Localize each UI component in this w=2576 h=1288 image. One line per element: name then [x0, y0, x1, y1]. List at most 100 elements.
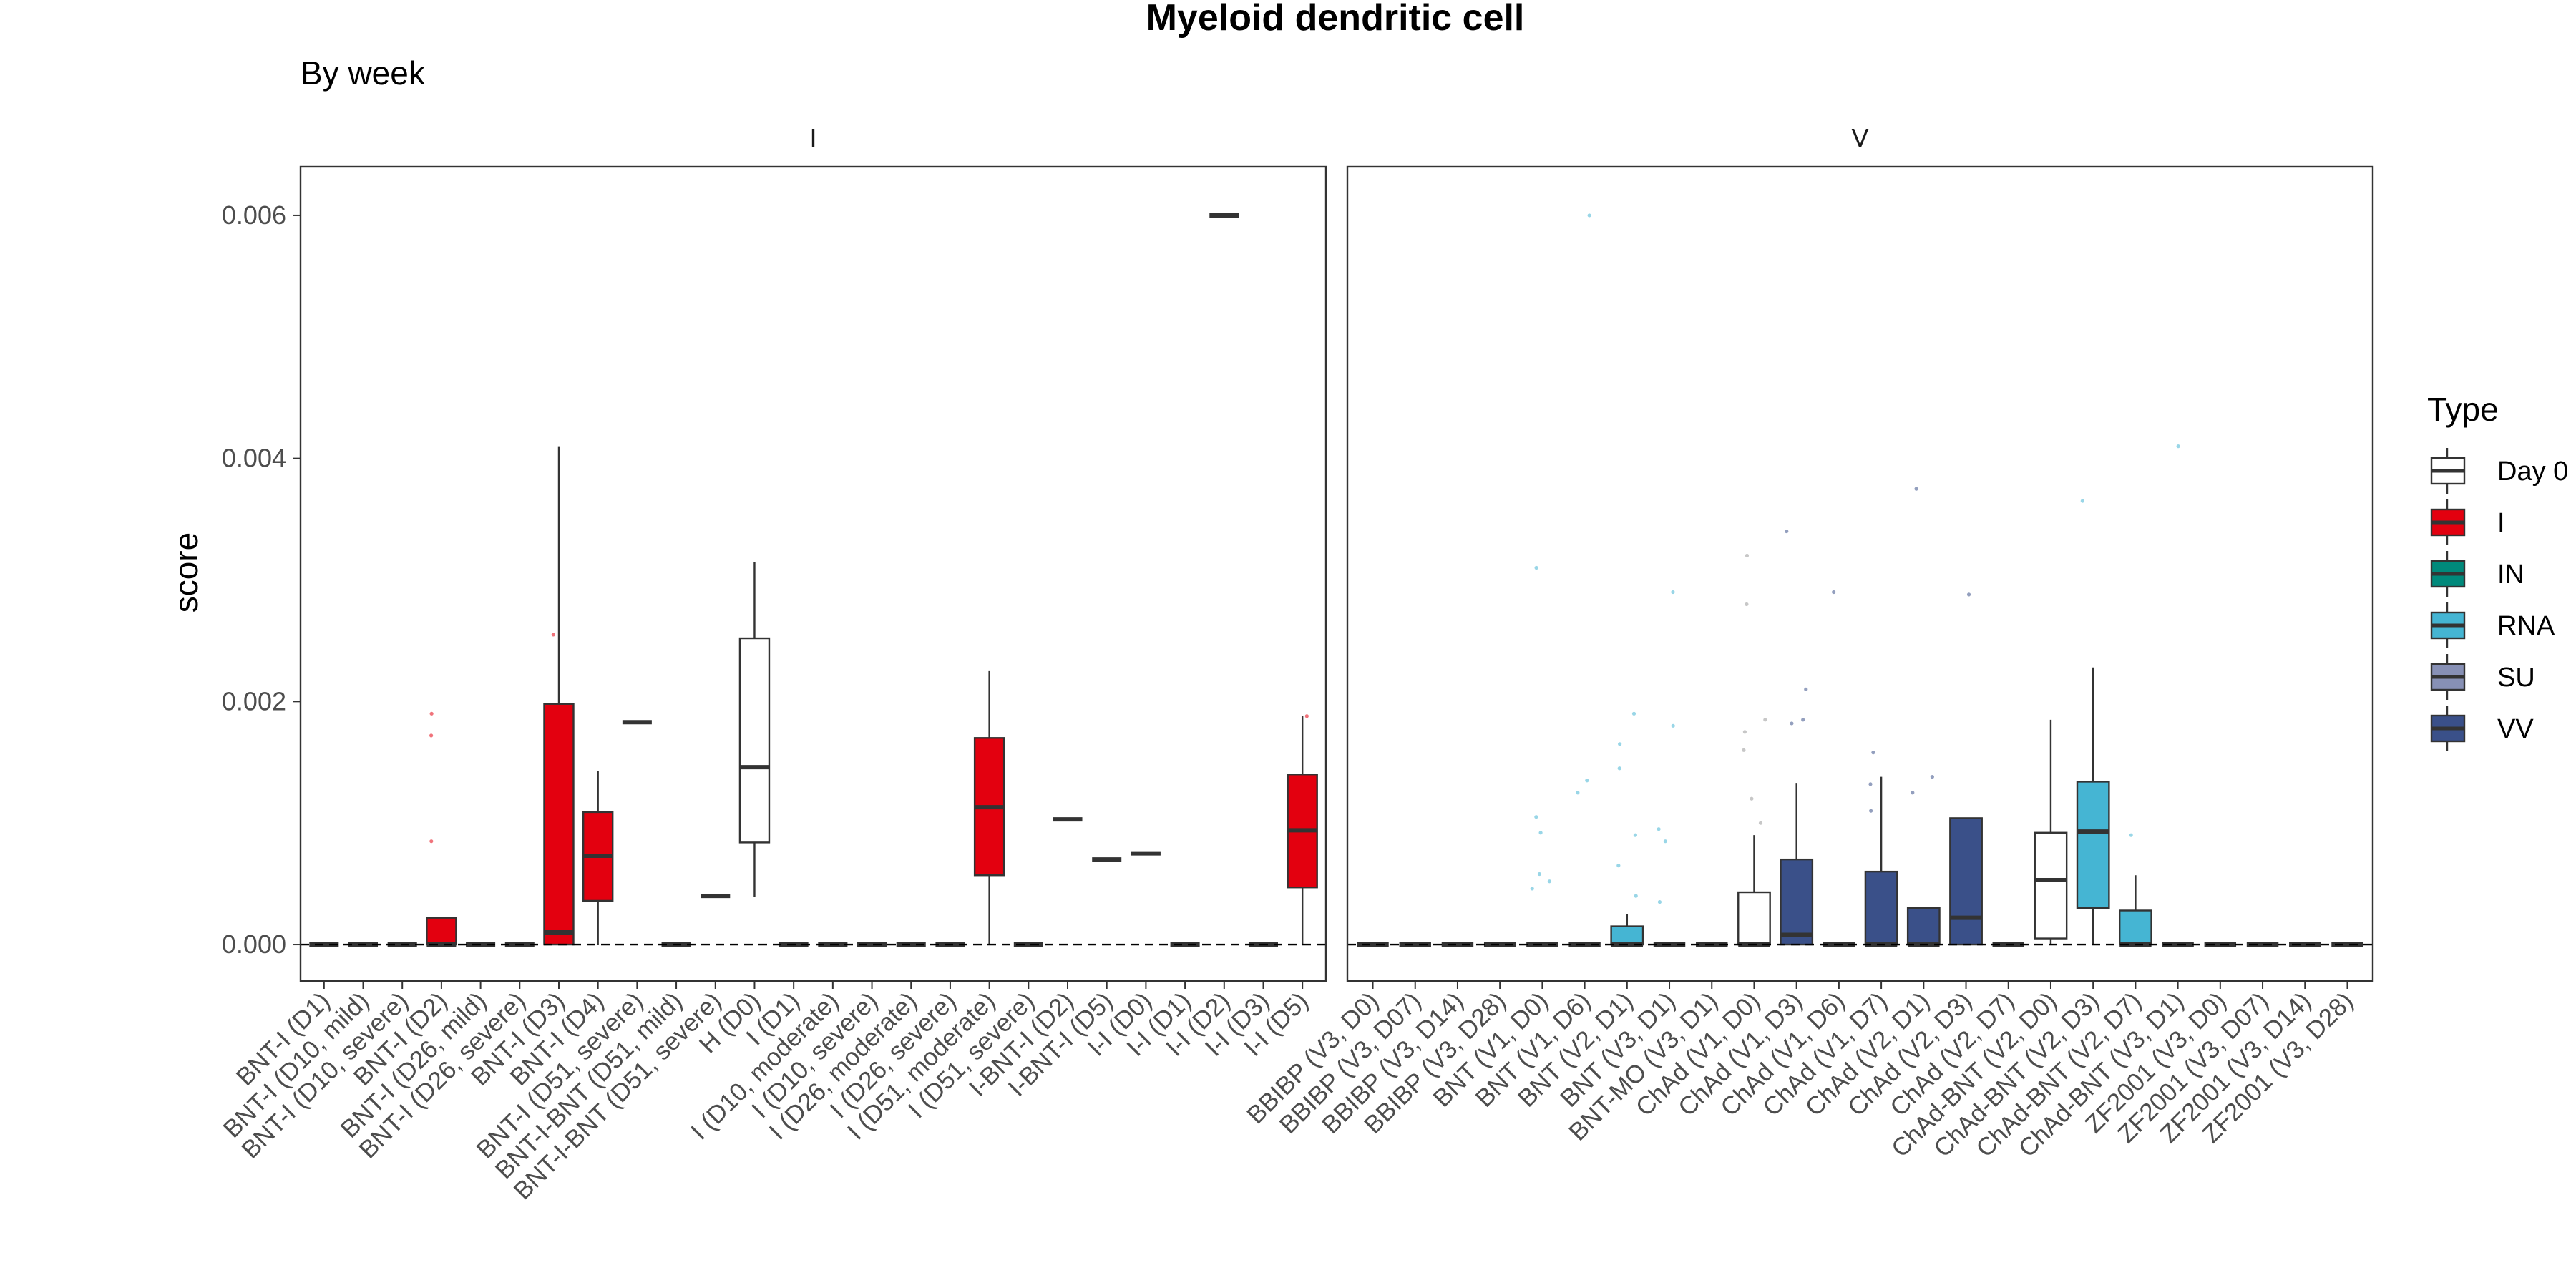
box-body [1737, 891, 1771, 946]
legend-item-su: SU [2430, 654, 2535, 700]
outlier-point [1869, 809, 1873, 813]
outlier-point [551, 633, 555, 637]
legend-item-vv: VV [2430, 706, 2534, 751]
outlier-point [1758, 821, 1763, 825]
outlier-point [1585, 779, 1589, 783]
box-body [2118, 909, 2152, 946]
outlier-point [1930, 775, 1934, 779]
outlier-point [1576, 791, 1580, 795]
legend-item-label: I [2497, 508, 2505, 538]
outlier-point [1534, 815, 1538, 819]
chart-title: Myeloid dendritic cell [1146, 0, 1525, 39]
box-body [1906, 907, 1941, 946]
outlier-point [1745, 553, 1750, 558]
box-body [1864, 870, 1898, 946]
legend-item-label: Day 0 [2497, 457, 2568, 487]
box-bnt-v3-d1- [1653, 590, 1686, 947]
box-h-d0- [738, 562, 771, 897]
legend-item-label: VV [2497, 714, 2534, 744]
box-body [1610, 925, 1644, 946]
outlier-point [1618, 742, 1622, 746]
box-chad-bnt-v3-d1- [2162, 444, 2194, 947]
legend-item-label: SU [2497, 663, 2535, 693]
box-i-d51-moderate- [973, 670, 1005, 945]
legend-title: Type [2427, 391, 2499, 428]
legend: Type Day 0 I IN RNA SU VV [2427, 391, 2568, 751]
outlier-point [2129, 833, 2133, 837]
box-chad-v2-d3- [1949, 592, 1983, 946]
box-body [2076, 781, 2110, 909]
box-body [1780, 858, 1814, 946]
box-body [543, 703, 575, 946]
box-body [426, 917, 457, 946]
box-chad-bnt-v2-d0- [2034, 719, 2068, 945]
outlier-point [1530, 887, 1534, 891]
box-chad-v1-d6- [1823, 590, 1855, 947]
outlier-point [1868, 782, 1873, 786]
outlier-point [1671, 590, 1675, 595]
box-bnt-v2-d1- [1610, 711, 1644, 947]
box-bnt-i-d4- [582, 771, 614, 945]
legend-item-in: IN [2430, 551, 2524, 597]
outlier-point [1966, 592, 1971, 597]
outlier-point [1657, 899, 1662, 904]
box-chad-bnt-v2-d3- [2076, 499, 2110, 945]
legend-item-day-0: Day 0 [2430, 448, 2568, 494]
outlier-point [1742, 730, 1747, 734]
y-tick-label: 0.000 [222, 930, 286, 959]
outlier-point [1671, 723, 1675, 728]
box-bnt-i-d2- [426, 711, 457, 947]
box-bnt-v1-d6- [1568, 213, 1601, 947]
panel-border [299, 165, 1327, 982]
outlier-point [1871, 751, 1875, 755]
outlier-point [2080, 499, 2084, 503]
y-tick-label: 0.004 [222, 444, 286, 473]
outlier-point [1633, 833, 1637, 837]
outlier-point [1750, 796, 1754, 801]
legend-item-i: I [2430, 499, 2505, 545]
box-bnt-i-d3- [543, 446, 575, 946]
legend-item-label: RNA [2497, 611, 2555, 641]
outlier-point [1801, 718, 1805, 722]
outlier-point [1763, 718, 1767, 722]
chart-subtitle: By week [301, 54, 426, 92]
outlier-point [1914, 487, 1918, 491]
outlier-point [1663, 839, 1667, 844]
box-i-i-d5- [1287, 714, 1318, 945]
box-chad-v2-d1- [1906, 487, 1941, 947]
outlier-point [1657, 827, 1661, 831]
outlier-point [1537, 872, 1542, 877]
box-body [2034, 831, 2068, 940]
legend-item-label: IN [2497, 560, 2524, 590]
outlier-point [1534, 565, 1538, 570]
outlier-point [1785, 529, 1789, 534]
y-axis-label: score [167, 532, 205, 613]
outlier-point [1617, 766, 1621, 771]
outlier-point [1631, 711, 1636, 716]
outlier-point [1745, 602, 1749, 607]
box-body [1949, 817, 1983, 946]
box-chad-v1-d7- [1864, 751, 1898, 947]
outlier-point [429, 839, 434, 844]
outlier-point [1804, 687, 1808, 691]
box-chad-v1-d0- [1737, 553, 1771, 947]
box-body [738, 637, 771, 844]
box-bnt-v1-d0- [1526, 565, 1558, 947]
panel-strip-label: I [809, 123, 816, 152]
panel-strip-label: V [1851, 123, 1868, 152]
outlier-point [1547, 879, 1552, 884]
outlier-point [1742, 748, 1746, 752]
y-tick-label: 0.006 [222, 200, 286, 230]
outlier-point [1911, 791, 1915, 795]
legend-item-rna: RNA [2430, 602, 2555, 648]
panel-border [1346, 165, 2374, 982]
outlier-point [2176, 444, 2180, 449]
box-chad-v1-d3- [1780, 529, 1814, 946]
outlier-point [1832, 590, 1836, 595]
y-tick-label: 0.002 [222, 686, 286, 716]
outlier-point [1634, 894, 1638, 898]
